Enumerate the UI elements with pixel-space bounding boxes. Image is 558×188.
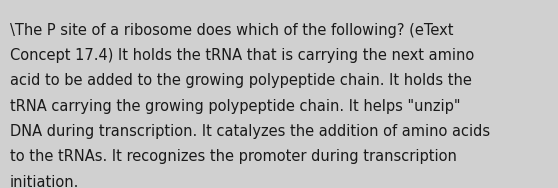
Text: \The P site of a ribosome does which of the following? (eText: \The P site of a ribosome does which of … [10, 23, 454, 38]
Text: initiation.: initiation. [10, 175, 79, 188]
Text: DNA during transcription. It catalyzes the addition of amino acids: DNA during transcription. It catalyzes t… [10, 124, 490, 139]
Text: acid to be added to the growing polypeptide chain. It holds the: acid to be added to the growing polypept… [10, 73, 472, 88]
Text: to the tRNAs. It recognizes the promoter during transcription: to the tRNAs. It recognizes the promoter… [10, 149, 457, 164]
Text: Concept 17.4) It holds the tRNA that is carrying the next amino: Concept 17.4) It holds the tRNA that is … [10, 48, 474, 63]
Text: tRNA carrying the growing polypeptide chain. It helps "unzip": tRNA carrying the growing polypeptide ch… [10, 99, 460, 114]
